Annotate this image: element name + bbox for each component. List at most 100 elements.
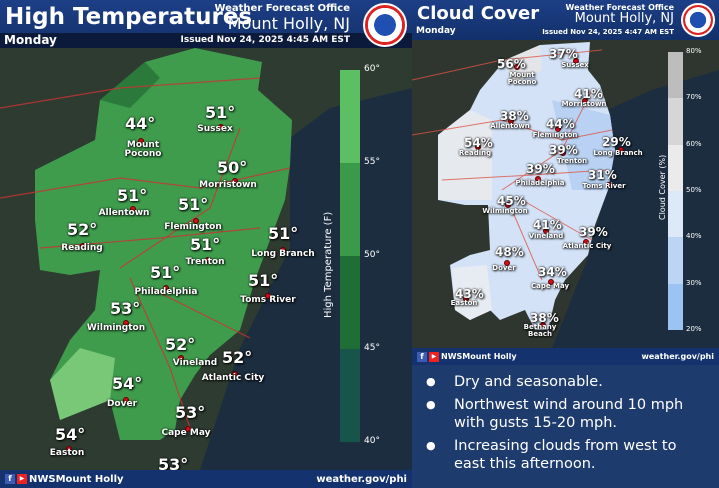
city-marker-icon [618,147,624,153]
youtube-icon: ▶ [429,351,439,362]
city-marker-icon [123,320,129,326]
city-marker-icon [463,296,469,302]
city-value: 38% [500,109,529,123]
city-name: Cape May [530,282,570,290]
city-value: 39% [549,143,578,157]
city-marker-icon [80,243,86,249]
city-marker-icon [560,150,566,156]
city-name: Toms River [582,182,626,190]
colorbar-tick: 30% [686,279,702,287]
city-value: 37% [549,47,578,61]
high-temperatures-panel: High Temperatures Monday Weather Forecas… [0,0,412,488]
colorbar-tick: 50° [364,250,380,260]
city-name: Reading [458,149,492,157]
city-marker-icon [606,182,612,188]
city-name: Sussex [561,61,589,69]
city-name: Flemington [164,222,222,232]
city-name: Long Branch [251,249,315,259]
city-name: Allentown [98,208,150,218]
city-name: Trenton [556,157,588,165]
city-value: 52° [222,348,253,367]
panel-title: Cloud Cover [417,3,540,24]
city-marker-icon [543,228,549,234]
facebook-icon: f [417,351,427,362]
city-name: Vineland [172,358,218,368]
city-value: 54° [112,374,143,393]
city-value: 44° [125,114,156,133]
city-value: 45% [497,194,526,208]
city-name: Allentown [490,122,530,130]
city-value: 53° [175,403,206,422]
city-value: 53° [110,299,141,318]
bullet-item: Increasing clouds from west to east this… [426,437,709,474]
colorbar-tick: 70% [686,93,702,101]
panel-title: High Temperatures [5,4,253,30]
city-name: Dover [106,399,138,409]
forecast-summary: Dry and seasonable. Northwest wind aroun… [412,365,719,488]
colorbar-tick: 60° [364,64,380,74]
city-name: Wilmington [482,207,528,215]
city-marker-icon [123,397,129,403]
city-name: Dover [492,264,516,272]
social-link[interactable]: f ▶ NWSMount Holly [5,474,124,485]
city-value: 53° [158,455,189,474]
city-value: 48% [495,245,524,259]
city-value: 51° [190,235,221,254]
website-link[interactable]: weather.gov/phi [641,352,714,361]
city-marker-icon [505,202,511,208]
city-value: 41% [574,87,603,101]
city-name: Toms River [240,295,296,305]
cloud-cover-colorbar [668,52,683,330]
city-marker-icon [232,178,238,184]
city-marker-icon [66,446,72,452]
colorbar-label: High Temperature (F) [323,211,334,318]
website-link[interactable]: weather.gov/phi [316,473,407,485]
city-marker-icon [218,124,224,130]
colorbar-tick: 55° [364,157,380,167]
social-link[interactable]: f ▶ NWSMount Holly [417,351,517,362]
city-marker-icon [548,279,554,285]
city-marker-icon [573,58,579,64]
city-name: Philadelphia [515,179,565,187]
city-value: 51° [178,195,209,214]
bullet-item: Northwest wind around 10 mph with gusts … [426,396,709,433]
issued-label: Issued Nov 24, 2025 4:47 AM EST [542,28,674,36]
city-name: Cape May [161,428,211,438]
location-label: Mount Holly, NJ [574,11,674,26]
city-value: 54° [55,425,86,444]
city-value: 52° [165,335,196,354]
temperature-map: 60° 55° 50° 45° 40° High Temperature (F) [0,48,412,470]
city-marker-icon [582,98,588,104]
city-value: 51° [205,103,236,122]
city-marker-icon [163,285,169,291]
city-value: 29% [602,135,631,149]
city-name: Wilmington [86,323,146,333]
city-name: Morristown [561,100,607,108]
city-marker-icon [514,64,520,70]
city-name: Bethany Beach [523,323,557,339]
city-value: 39% [526,162,555,176]
social-handle: NWSMount Holly [441,352,517,361]
colorbar-tick: 50% [686,186,702,194]
day-label: Monday [0,33,412,48]
city-name: Mount Pocono [507,71,537,87]
city-marker-icon [185,426,191,432]
youtube-icon: ▶ [17,474,27,484]
city-marker-icon [265,293,271,299]
city-value: 54% [464,136,493,150]
city-value: 50° [217,158,248,177]
city-marker-icon [130,206,136,212]
issued-label: Issued Nov 24, 2025 4:45 AM EST [180,35,350,45]
city-name: Atlantic City [562,242,612,250]
city-marker-icon [508,118,514,124]
city-value: 38% [530,311,559,325]
city-name: Flemington [532,131,578,139]
city-marker-icon [280,247,286,253]
colorbar-label: Cloud Cover (%) [658,154,667,220]
city-marker-icon [555,126,561,132]
city-name: Morristown [199,180,257,190]
city-name: Reading [61,243,103,253]
city-marker-icon [475,144,481,150]
office-label: Weather Forecast Office [214,3,350,14]
city-marker-icon [193,218,199,224]
